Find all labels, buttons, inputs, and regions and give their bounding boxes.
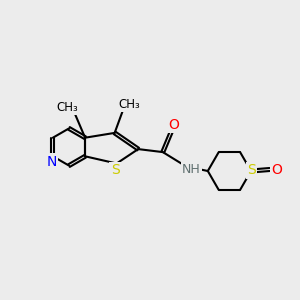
Text: O: O xyxy=(272,163,283,176)
Text: O: O xyxy=(168,118,179,132)
Text: CH₃: CH₃ xyxy=(56,101,78,114)
Text: CH₃: CH₃ xyxy=(118,98,140,111)
Text: S: S xyxy=(247,164,256,177)
Text: NH: NH xyxy=(182,163,201,176)
Text: N: N xyxy=(46,155,57,169)
Text: S: S xyxy=(111,163,119,177)
